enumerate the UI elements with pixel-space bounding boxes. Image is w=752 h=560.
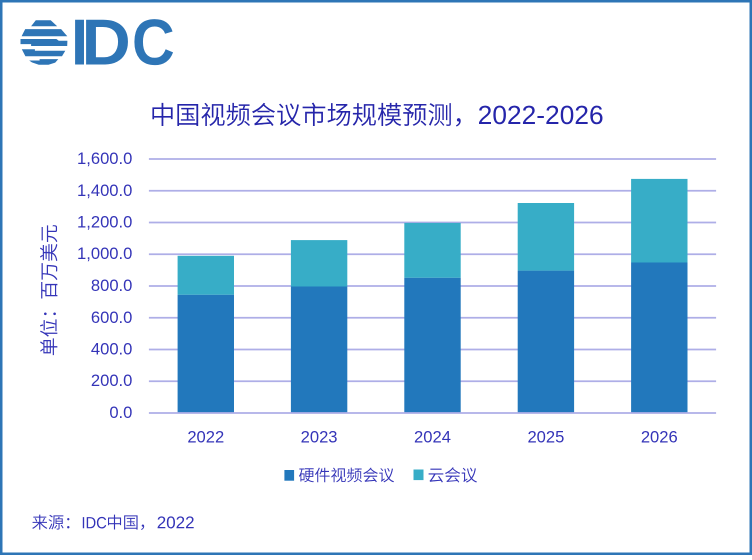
svg-text:2024: 2024	[414, 427, 451, 446]
svg-text:400.0: 400.0	[91, 340, 133, 359]
svg-text:1,000.0: 1,000.0	[77, 244, 132, 263]
svg-text:1,400.0: 1,400.0	[77, 181, 132, 200]
svg-text:2026: 2026	[641, 427, 678, 446]
svg-text:800.0: 800.0	[91, 276, 133, 295]
svg-text:600.0: 600.0	[91, 308, 133, 327]
svg-text:200.0: 200.0	[91, 371, 133, 390]
svg-text:2023: 2023	[301, 427, 338, 446]
svg-text:2022: 2022	[187, 427, 224, 446]
svg-text:1,600.0: 1,600.0	[77, 149, 132, 168]
svg-text:2025: 2025	[527, 427, 564, 446]
svg-text:0.0: 0.0	[109, 403, 132, 422]
svg-text:1,200.0: 1,200.0	[77, 213, 132, 232]
